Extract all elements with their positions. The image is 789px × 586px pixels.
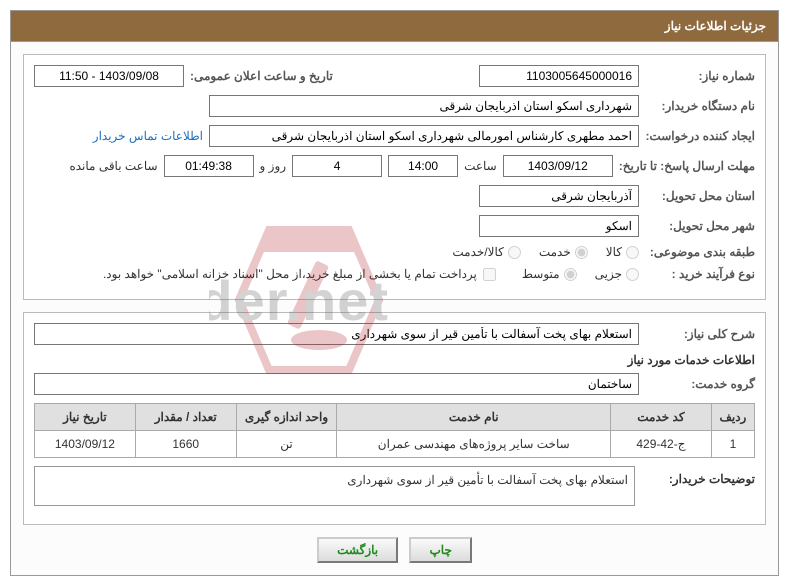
proc-type-group: جزیی متوسط: [522, 267, 639, 281]
requester-label: ایجاد کننده درخواست:: [645, 129, 755, 143]
delivery-city-label: شهر محل تحویل:: [645, 219, 755, 233]
proc-type-option-1[interactable]: متوسط: [522, 267, 577, 281]
deadline-days-label: روز و: [260, 159, 287, 173]
cell-row: 1: [711, 431, 754, 458]
deadline-remain-input: [164, 155, 254, 177]
delivery-province-input: [479, 185, 639, 207]
requester-input: [209, 125, 639, 147]
need-number-input: [479, 65, 639, 87]
buyer-notes-box: استعلام بهای پخت آسفالت با تأمین قیر از …: [34, 466, 635, 506]
buyer-contact-link[interactable]: اطلاعات تماس خریدار: [93, 129, 203, 143]
panel-title: جزئیات اطلاعات نیاز: [665, 19, 766, 33]
col-code: کد خدمت: [611, 404, 712, 431]
proc-type-label: نوع فرآیند خرید :: [645, 267, 755, 281]
col-qty: تعداد / مقدار: [135, 404, 236, 431]
treasury-note-text: پرداخت تمام یا بخشی از مبلغ خرید،از محل …: [103, 267, 477, 281]
print-button[interactable]: چاپ: [409, 537, 471, 563]
cell-date: 1403/09/12: [35, 431, 136, 458]
buyer-org-input: [209, 95, 639, 117]
announce-datetime-input: [34, 65, 184, 87]
services-table: ردیف کد خدمت نام خدمت واحد اندازه گیری ت…: [34, 403, 755, 458]
proc-type-option-1-label: متوسط: [522, 267, 560, 281]
cell-code: ج-42-429: [611, 431, 712, 458]
proc-type-option-0[interactable]: جزیی: [595, 267, 639, 281]
subject-class-option-1-label: خدمت: [539, 245, 571, 259]
deadline-remain-label: ساعت باقی مانده: [69, 159, 157, 173]
deadline-date-input: [503, 155, 613, 177]
service-group-label: گروه خدمت:: [645, 377, 755, 391]
deadline-time-input: [388, 155, 458, 177]
need-summary-input: [34, 323, 639, 345]
back-button[interactable]: بازگشت: [317, 537, 398, 563]
col-unit: واحد اندازه گیری: [236, 404, 337, 431]
proc-type-option-0-label: جزیی: [595, 267, 622, 281]
cell-name: ساخت سایر پروژه‌های مهندسی عمران: [337, 431, 611, 458]
need-number-label: شماره نیاز:: [645, 69, 755, 83]
subject-class-option-2[interactable]: کالا/خدمت: [452, 245, 520, 259]
subject-class-group: کالا خدمت کالا/خدمت: [452, 245, 639, 259]
subject-class-option-0[interactable]: کالا: [606, 245, 639, 259]
table-header-row: ردیف کد خدمت نام خدمت واحد اندازه گیری ت…: [35, 404, 755, 431]
col-date: تاریخ نیاز: [35, 404, 136, 431]
subject-class-option-0-label: کالا: [606, 245, 622, 259]
subject-class-label: طبقه بندی موضوعی:: [645, 245, 755, 259]
services-header: اطلاعات خدمات مورد نیاز: [34, 353, 755, 367]
buyer-notes-label: توضیحات خریدار:: [645, 466, 755, 506]
cell-qty: 1660: [135, 431, 236, 458]
deadline-days-input: [292, 155, 382, 177]
need-summary-label: شرح کلی نیاز:: [645, 327, 755, 341]
col-name: نام خدمت: [337, 404, 611, 431]
table-row: 1 ج-42-429 ساخت سایر پروژه‌های مهندسی عم…: [35, 431, 755, 458]
delivery-city-input: [479, 215, 639, 237]
need-info-box: شماره نیاز: تاریخ و ساعت اعلان عمومی: نا…: [23, 54, 766, 300]
need-summary-box: شرح کلی نیاز: اطلاعات خدمات مورد نیاز گر…: [23, 312, 766, 525]
deadline-label: مهلت ارسال پاسخ: تا تاریخ:: [619, 159, 755, 173]
button-bar: چاپ بازگشت: [23, 537, 766, 563]
deadline-time-label: ساعت: [464, 159, 497, 173]
panel-body: شماره نیاز: تاریخ و ساعت اعلان عمومی: نا…: [10, 42, 779, 576]
cell-unit: تن: [236, 431, 337, 458]
panel-header: جزئیات اطلاعات نیاز: [10, 10, 779, 42]
buyer-org-label: نام دستگاه خریدار:: [645, 99, 755, 113]
service-group-input: [34, 373, 639, 395]
col-row: ردیف: [711, 404, 754, 431]
subject-class-option-2-label: کالا/خدمت: [452, 245, 503, 259]
announce-datetime-label: تاریخ و ساعت اعلان عمومی:: [190, 69, 333, 83]
subject-class-option-1[interactable]: خدمت: [539, 245, 588, 259]
treasury-checkbox[interactable]: [483, 268, 496, 281]
delivery-province-label: استان محل تحویل:: [645, 189, 755, 203]
